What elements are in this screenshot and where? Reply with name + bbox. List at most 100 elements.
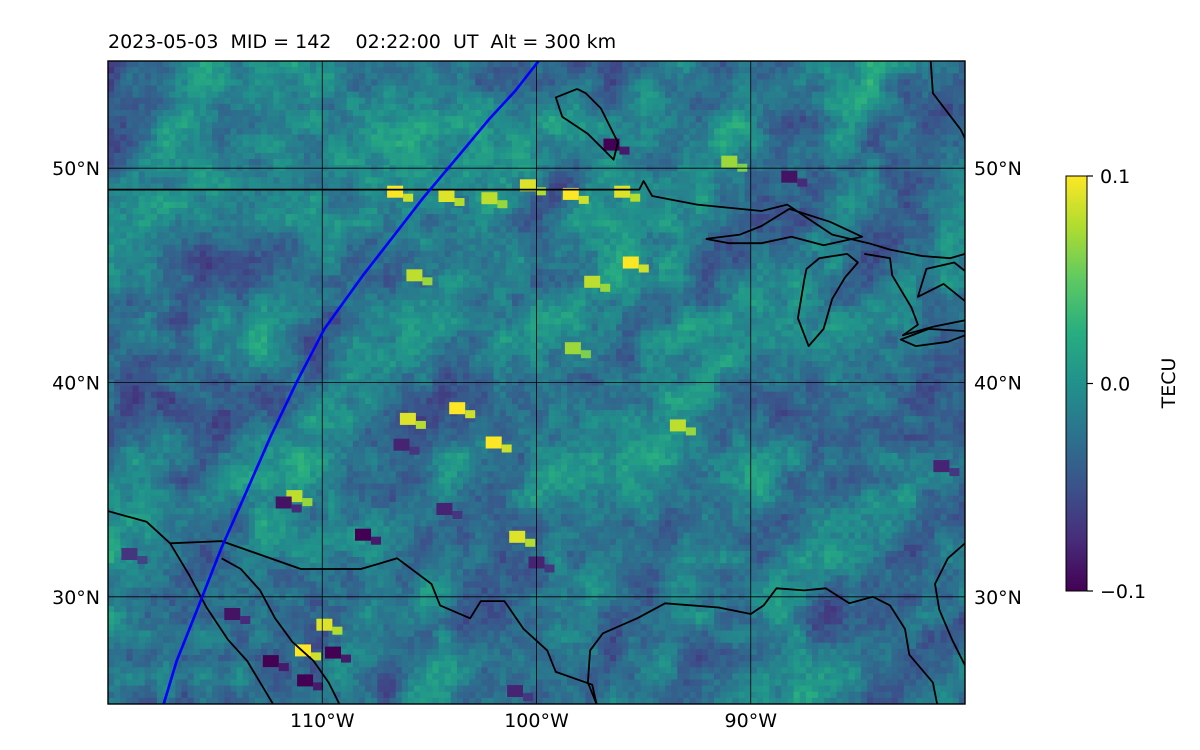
tec-cell: [150, 122, 158, 129]
tec-cell: [787, 195, 795, 203]
tec-cell: [493, 244, 501, 252]
tec-cell: [609, 220, 617, 227]
tec-cell: [695, 238, 703, 246]
tec-cell: [536, 226, 544, 234]
tec-cell: [126, 269, 134, 276]
tec-cell: [120, 250, 127, 258]
tec-cell: [891, 201, 899, 209]
tec-cell: [205, 146, 213, 154]
tec-cell: [811, 103, 819, 111]
tec-cell: [854, 158, 862, 166]
tec-cell: [261, 250, 268, 258]
tec-cell: [303, 140, 311, 148]
tec-cell: [805, 183, 813, 191]
tec-cell: [671, 244, 678, 252]
tec-cell: [163, 85, 170, 93]
tec-cell: [732, 238, 740, 246]
tec-cell: [793, 97, 801, 105]
tec-cell: [934, 109, 942, 117]
tec-cell: [518, 73, 525, 80]
tec-cell: [469, 177, 476, 185]
tec-cell: [897, 232, 905, 240]
tec-cell: [126, 79, 134, 87]
tec-cell: [726, 244, 733, 252]
tec-cell: [212, 220, 219, 227]
tec-cell: [108, 250, 115, 258]
tec-cell: [609, 116, 617, 123]
tec-cell: [248, 238, 256, 246]
tec-cell: [389, 85, 397, 93]
tec-cell: [701, 177, 709, 185]
tec-cell: [169, 122, 176, 129]
tec-cell: [934, 256, 942, 264]
tec-cell: [156, 116, 164, 123]
tec-cell: [934, 79, 942, 87]
tec-cell: [597, 97, 605, 105]
tec-cell: [297, 177, 305, 185]
tec-cell: [120, 238, 127, 246]
tec-cell: [756, 195, 764, 203]
tec-cell: [609, 269, 617, 276]
tec-cell: [505, 171, 513, 178]
tec-cell: [212, 61, 219, 68]
tec-cell: [156, 128, 164, 136]
tec-cell: [512, 134, 519, 142]
tec-cell: [407, 177, 415, 185]
tec-cell: [548, 207, 556, 215]
tec-cell: [903, 263, 911, 270]
tec-cell: [450, 214, 458, 221]
tec-cell: [310, 79, 317, 87]
tec-cell: [328, 152, 336, 160]
tec-cell: [346, 103, 354, 111]
tec-cell: [793, 256, 801, 264]
tec-cell: [389, 207, 397, 215]
tec-cell: [212, 207, 219, 215]
tec-cell: [658, 140, 666, 148]
tec-cell: [144, 128, 152, 136]
tec-cell: [885, 269, 893, 276]
tec-cell: [267, 244, 274, 252]
tec-cell: [187, 109, 195, 117]
tec-cell: [432, 128, 440, 136]
tec-cell: [120, 220, 127, 227]
tec-cell: [150, 214, 158, 221]
tec-cell: [205, 214, 213, 221]
tec-cell: [150, 134, 158, 142]
tec-cell: [444, 109, 452, 117]
tec-cell: [922, 103, 929, 111]
tec-cell: [230, 232, 238, 240]
tec-cell: [646, 85, 654, 93]
tec-cell: [120, 91, 127, 99]
tec-cell: [756, 158, 764, 166]
tec-cell: [818, 238, 825, 246]
tec-cell: [787, 97, 795, 105]
tec-cell: [695, 269, 703, 276]
tec-cell: [193, 275, 201, 283]
tec-cell: [438, 214, 446, 221]
tec-cell: [163, 116, 170, 123]
tec-cell: [585, 158, 593, 166]
tec-cell: [732, 73, 740, 80]
tec-cell: [187, 189, 195, 197]
tec-cell: [848, 128, 856, 136]
tec-cell: [548, 250, 556, 258]
tec-cell: [120, 177, 127, 185]
tec-cell: [199, 238, 207, 246]
tec-cell: [224, 207, 232, 215]
tec-cell: [450, 256, 458, 264]
tec-cell: [665, 134, 672, 142]
tec-cell: [867, 103, 874, 111]
tec-cell: [205, 85, 213, 93]
tec-cell: [720, 226, 727, 234]
tec-cell: [922, 61, 929, 68]
tec-cell: [138, 91, 146, 99]
tec-cell: [787, 128, 795, 136]
tec-cell: [720, 73, 727, 80]
tec-cell: [909, 207, 917, 215]
tec-cell: [646, 238, 654, 246]
tec-cell: [671, 134, 678, 142]
tec-cell: [554, 61, 562, 68]
tec-cell: [456, 134, 464, 142]
tec-cell: [438, 183, 446, 191]
tec-cell: [744, 244, 752, 252]
